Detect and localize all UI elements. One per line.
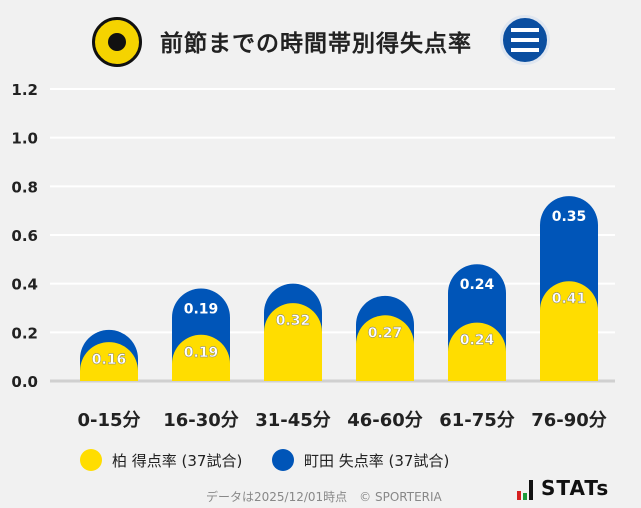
data-label-home: 0.32 — [276, 313, 311, 329]
bar-home — [356, 315, 414, 381]
legend-swatch-away — [272, 449, 294, 471]
data-label-home: 0.41 — [552, 291, 587, 307]
stats-brand: STATs — [517, 476, 609, 500]
data-label-away: 0.19 — [184, 302, 219, 318]
bar-home — [264, 303, 322, 381]
x-tick-label: 0-15分 — [77, 410, 140, 431]
chart-title: 前節までの時間帯別得失点率 — [160, 31, 472, 57]
footer-note: データは2025/12/01時点 © SPORTERIA — [206, 490, 442, 504]
stats-bars-icon — [517, 476, 535, 500]
y-tick-label: 1.2 — [11, 81, 38, 99]
data-label-home: 0.16 — [92, 352, 127, 368]
x-tick-label: 31-45分 — [255, 410, 331, 431]
stats-brand-text: STATs — [541, 476, 610, 500]
data-label-away: 0.24 — [460, 277, 495, 293]
x-tick-label: 61-75分 — [439, 410, 515, 431]
legend-item-home: 柏 得点率 (37試合) — [80, 449, 242, 471]
y-tick-label: 0.4 — [11, 276, 38, 294]
y-tick-label: 0.8 — [11, 178, 38, 196]
y-tick-label: 0.6 — [11, 227, 38, 245]
x-tick-label: 46-60分 — [347, 410, 423, 431]
data-label-home: 0.27 — [368, 325, 403, 341]
data-label-away: 0.35 — [552, 209, 587, 225]
bar-home — [540, 281, 598, 381]
legend-swatch-home — [80, 449, 102, 471]
bar-home — [80, 342, 138, 381]
legend-label-away: 町田 失点率 (37試合) — [304, 451, 450, 470]
bar-home — [448, 322, 506, 381]
chart-area: 0.0 0.2 0.4 0.6 0.8 1.0 1.2 0.16 0-15分 0.19 0.19 16… — [11, 81, 615, 431]
x-tick-label: 16-30分 — [163, 410, 239, 431]
data-label-home: 0.24 — [460, 333, 495, 349]
legend-item-away: 町田 失点率 (37試合) — [272, 449, 449, 471]
y-tick-label: 0.2 — [11, 324, 38, 342]
data-label-home: 0.19 — [184, 345, 219, 361]
kashiwa-reysol-logo — [92, 17, 142, 67]
y-tick-label: 1.0 — [11, 130, 38, 148]
bar-home — [172, 334, 230, 381]
y-tick-label: 0.0 — [11, 373, 38, 391]
x-tick-label: 76-90分 — [531, 410, 607, 431]
legend-label-home: 柏 得点率 (37試合) — [112, 451, 243, 470]
machida-zelvia-logo — [500, 15, 550, 65]
